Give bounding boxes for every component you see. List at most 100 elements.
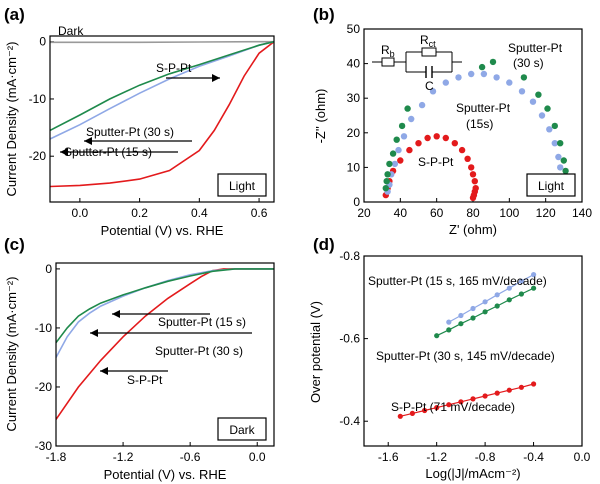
panel-b-series-sputter-pt-30-s-point xyxy=(404,105,411,112)
panel-c-annotation-sputter-15: Sputter-Pt (15 s) xyxy=(158,315,246,329)
panel-c-annotation-s-p-pt: S-P-Pt xyxy=(127,373,163,387)
panel-d-frame xyxy=(363,255,583,447)
panel-b-xtick-label: 100 xyxy=(499,206,519,220)
panel-a-ytick-label: -10 xyxy=(29,92,47,106)
panel-b-series-sputter-pt-30-s-point xyxy=(389,150,397,157)
panel-b-series-sputter-pt-15s-point xyxy=(529,98,537,105)
panel-d-series-sputter-pt-30-s-145-mv-decade-point xyxy=(470,315,476,321)
panel-d-letter: (d) xyxy=(313,235,335,254)
panel-c-ytick-label: -30 xyxy=(35,439,53,453)
panel-d-xtick-label: -0.8 xyxy=(475,450,496,464)
panel-d-ticks: -1.6 -1.2 -0.8 -0.4 0.0 -0.4 -0.6 -0.8 xyxy=(339,249,590,464)
panel-b-series-s-p-pt-point xyxy=(469,194,477,201)
panel-c-xtick-label: -1.2 xyxy=(113,450,134,464)
panel-b-series-s-p-pt-point xyxy=(468,164,475,171)
panel-a-xtick-label: 0.4 xyxy=(191,206,208,220)
panel-d-ytick-label: -0.6 xyxy=(339,332,360,346)
panel-b-series-s-p-pt-point xyxy=(442,134,449,142)
panel-a-annotation-sputter-30: Sputter-Pt (30 s) xyxy=(86,125,174,139)
panel-a-annotation-dark: Dark xyxy=(58,24,84,38)
panel-b-series-s-p-pt-point xyxy=(451,140,458,147)
panel-d-series-sputter-pt-15-s-165-mv-decade-point xyxy=(482,299,488,305)
panel-a-series-dark-line xyxy=(50,40,274,44)
panel-b-ytick-label: 30 xyxy=(347,91,361,105)
panel-b-xtick-label: 120 xyxy=(536,206,556,220)
panel-d-xtick-label: 0.0 xyxy=(574,450,591,464)
panel-b-annotation-sputter-30-line2: (30 s) xyxy=(513,56,544,70)
panel-b-series-sputter-pt-30-s-point xyxy=(535,91,542,98)
circuit-label-rb: Rb xyxy=(381,43,395,59)
panel-d-ytick-label: -0.8 xyxy=(339,249,360,263)
panel-b-series-sputter-pt-30-s-point xyxy=(384,171,391,178)
panel-c-ytick-label: 0 xyxy=(45,262,52,276)
panel-b-series-sputter-pt-15s-point xyxy=(408,115,415,123)
panel-b-series-sputter-pt-30-s-point xyxy=(393,136,400,143)
panel-d-xtick-label: -1.2 xyxy=(426,450,447,464)
panel-a-light-box xyxy=(217,173,267,197)
panel-a-xlabel: Potential (V) vs. RHE xyxy=(101,223,224,238)
panel-b-series-sputter-pt-15s-point xyxy=(455,74,462,81)
panel-d-series-s-p-pt-71-mv-decade-point xyxy=(446,402,452,408)
panel-a-xtick-label: 0.0 xyxy=(72,206,89,220)
circuit-resistor-rct xyxy=(421,47,437,57)
panel-b-annotation-sputter-30-line1: Sputter-Pt xyxy=(508,41,563,55)
panel-b-letter: (b) xyxy=(313,5,335,24)
panel-a-frame xyxy=(49,35,275,203)
panel-d-series-s-p-pt-71-mv-decade-point xyxy=(397,413,403,419)
panel-d-annotation-s-p-pt: S-P-Pt (71 mV/decade) xyxy=(391,400,515,414)
panel-d-xtick-label: -0.4 xyxy=(523,450,544,464)
panel-d-series-sputter-pt-30-s-145-mv-decade-point xyxy=(518,291,525,297)
panel-b-series-sputter-pt-15s-point xyxy=(395,146,402,154)
panel-b-series xyxy=(382,58,569,201)
panel-b-series-s-p-pt-point xyxy=(458,146,466,154)
panel-a-arrowhead-sputter-30 xyxy=(84,137,92,145)
panel-b-ytick-label: 10 xyxy=(347,160,361,174)
circuit-label-c: C xyxy=(425,79,434,93)
panel-b-light-box xyxy=(526,173,576,197)
panel-a-series xyxy=(49,40,275,188)
panel-d-xlabel: Log(|J|/mAcm⁻²) xyxy=(425,466,520,481)
panel-c-series-sputter-pt-30-s-line xyxy=(55,268,274,344)
panel-a-xtick-label: 0.2 xyxy=(131,206,148,220)
panel-d-series-s-p-pt-71-mv-decade-point xyxy=(458,399,464,405)
panel-d-series-sputter-pt-15-s-165-mv-decade-point xyxy=(531,272,537,278)
panel-d-series-s-p-pt-71-mv-decade-point xyxy=(409,410,415,416)
panel-c-arrowhead-sputter-30 xyxy=(90,329,98,337)
panel-d-series-s-p-pt-71-mv-decade-point xyxy=(506,387,512,393)
panel-c-arrowhead-s-p-pt xyxy=(100,367,108,375)
panel-d-annotation-sputter-15: Sputter-Pt (15 s, 165 mV/decade) xyxy=(368,274,547,288)
panel-b-series-s-p-pt-point xyxy=(469,171,477,178)
panel-d-series-sputter-pt-30-s-145-mv-decade-point xyxy=(446,327,452,333)
panel-d-series-s-p-pt-71-mv-decade-point xyxy=(531,381,537,387)
panel-b-ticks: 20 40 60 80 100 120 140 0 10 20 30 40 50 xyxy=(347,22,593,220)
panel-b-circuit: Rb Rct C xyxy=(372,33,462,93)
panel-b-series-sputter-pt-15s-point xyxy=(468,70,475,78)
panel-b-series-s-p-pt-point xyxy=(471,178,478,185)
panel-b-series-sputter-pt-30-s-point xyxy=(478,63,486,71)
circuit-resistor-rb xyxy=(381,57,395,67)
panel-b-series-sputter-pt-30-s-point xyxy=(383,178,390,185)
panel-a-ytick-label: 0 xyxy=(39,35,46,49)
panel-b-series-s-p-pt-point xyxy=(415,140,422,147)
panel-d-series-sputter-pt-15-s-165-mv-decade-point xyxy=(506,285,512,291)
panel-c-xtick-label: -1.8 xyxy=(46,450,67,464)
panel-c-series xyxy=(55,268,274,420)
panel-b-series-sputter-pt-15s-point xyxy=(555,153,562,161)
panel-b-xtick-label: 80 xyxy=(466,206,480,220)
panel-d-series-s-p-pt-71-mv-decade-point xyxy=(518,384,525,390)
panel-b-series-sputter-pt-30-s-point xyxy=(398,122,406,130)
panel-c: (c) -1.8 -1.2 -0.6 0.0 0 -10 -20 -30 Potential … xyxy=(4,235,275,482)
panel-b-ylabel: -Z'' (ohm) xyxy=(313,89,328,144)
panel-b-series-sputter-pt-15s-point xyxy=(506,79,513,86)
panel-b-series-sputter-pt-30-s-point xyxy=(562,167,569,175)
panel-b-series-sputter-pt-15s-point xyxy=(538,112,546,119)
panel-d-series-sputter-pt-30-s-145-mv-decade-point xyxy=(506,297,512,303)
panel-b-series-s-p-pt-point xyxy=(464,155,471,162)
panel-d-ylabel: Over potential (V) xyxy=(308,301,323,403)
panel-b-annotation-sputter-15-line2: (15s) xyxy=(466,117,493,131)
panel-b-series-sputter-pt-30-s-point xyxy=(551,122,558,130)
panel-b-series-s-p-pt-point xyxy=(397,157,404,164)
panel-b-annotation-s-p-pt: S-P-Pt xyxy=(418,155,454,169)
panel-b-series-sputter-pt-30-s-point xyxy=(520,74,528,81)
